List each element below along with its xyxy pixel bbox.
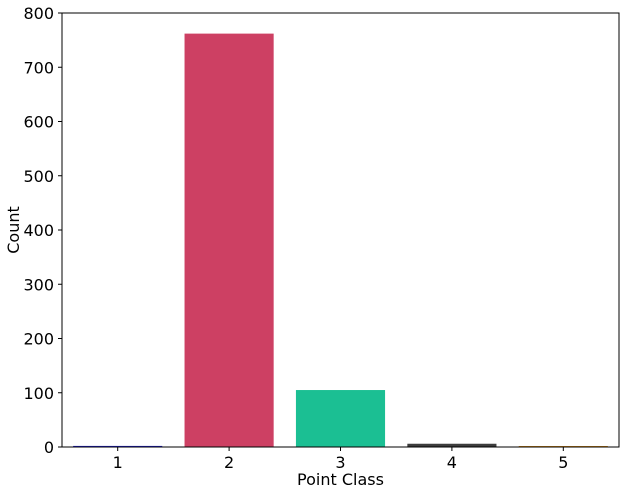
- x-tick-label: 4: [447, 453, 457, 472]
- y-tick-label: 300: [23, 275, 54, 294]
- y-tick-label: 100: [23, 384, 54, 403]
- x-axis-label: Point Class: [297, 470, 384, 489]
- axis-ticks: 1 2 3 4 5 0 100 200 300 400 500 600 700 800: [23, 4, 568, 472]
- y-tick-label: 0: [44, 438, 54, 457]
- x-tick-label: 3: [335, 453, 345, 472]
- plot-frame: [61, 12, 620, 448]
- y-tick-label: 700: [23, 58, 54, 77]
- y-tick-label: 200: [23, 330, 54, 349]
- plot-area: [73, 33, 608, 448]
- x-tick-label: 2: [224, 453, 234, 472]
- bar-3: [295, 390, 386, 447]
- y-tick-label: 400: [23, 221, 54, 240]
- y-axis-label: Count: [4, 206, 23, 254]
- bar-4: [407, 443, 497, 447]
- bar-2: [184, 33, 274, 448]
- y-tick-label: 500: [23, 167, 54, 186]
- y-tick-label: 800: [23, 4, 54, 23]
- x-tick-label: 5: [558, 453, 568, 472]
- x-tick-label: 1: [113, 453, 123, 472]
- bar-1: [73, 445, 163, 447]
- y-tick-label: 600: [23, 113, 54, 132]
